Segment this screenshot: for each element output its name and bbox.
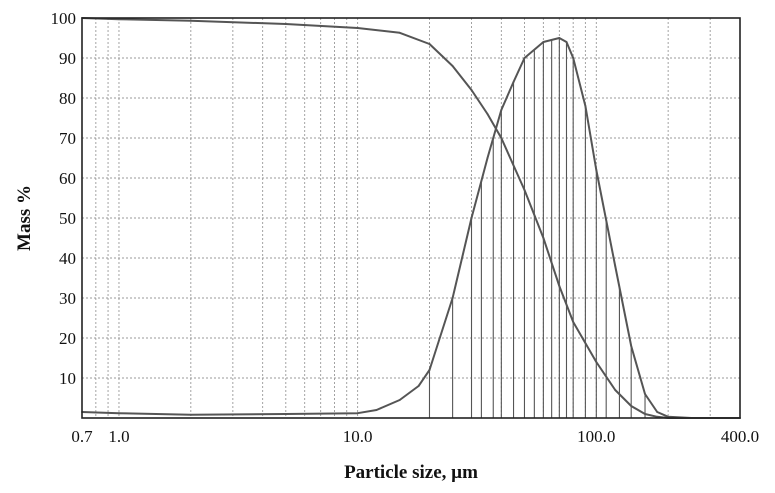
x-tick-labels: 0.7 1.0 10.0 100.0 400.0 [71, 427, 759, 446]
cumulative-point [470, 89, 473, 91]
frequency-point [417, 385, 420, 387]
drop-lines [428, 38, 646, 418]
cumulative-point [428, 43, 431, 45]
x-tick-label: 400.0 [721, 427, 759, 446]
y-tick-label: 40 [59, 249, 76, 268]
plot-frame [81, 17, 741, 419]
cumulative-point [398, 31, 401, 34]
y-tick-label: 100 [51, 9, 77, 28]
frequency-point [656, 411, 659, 413]
x-tick-label: 100.0 [577, 427, 615, 446]
cumulative-point [630, 405, 633, 407]
frequency-point [558, 37, 561, 39]
y-tick-label: 60 [59, 169, 76, 188]
frequency-point [284, 413, 287, 415]
y-tick-labels: 10 20 30 40 50 60 70 80 90 100 [51, 9, 77, 388]
frequency-point [428, 369, 431, 371]
frequency-curve [81, 37, 740, 419]
frequency-point [572, 57, 575, 59]
frequency-point [398, 399, 401, 401]
x-axis-title: Particle size, µm [344, 462, 478, 483]
cumulative-point [523, 189, 526, 191]
y-tick-label: 90 [59, 49, 76, 68]
x-tick-label: 1.0 [108, 427, 129, 446]
grid-layer [81, 17, 741, 418]
y-axis-title: Mass % [14, 185, 35, 251]
frequency-point [118, 412, 120, 415]
cumulative-point [572, 321, 575, 323]
y-tick-label: 80 [59, 89, 76, 108]
frequency-point [595, 169, 598, 171]
frequency-point [644, 393, 646, 395]
frequency-point [565, 41, 568, 43]
y-tick-label: 50 [59, 209, 76, 228]
frequency-point [189, 413, 192, 416]
y-tick-label: 30 [59, 289, 76, 308]
y-tick-label: 70 [59, 129, 76, 148]
frequency-point [584, 105, 587, 107]
cumulative-point [189, 19, 192, 22]
cumulative-point [486, 113, 489, 115]
frequency-point [630, 345, 633, 347]
frequency-point [451, 297, 454, 299]
cumulative-point [356, 27, 359, 29]
cumulative-point [500, 137, 503, 139]
frequency-point [375, 409, 378, 411]
y-tick-label: 20 [59, 329, 76, 348]
frequency-point [486, 157, 489, 159]
y-tick-label: 10 [59, 369, 76, 388]
cumulative-point [451, 65, 454, 67]
x-tick-label: 0.7 [71, 427, 93, 446]
cumulative-point [595, 361, 598, 363]
frequency-point [512, 81, 515, 83]
cumulative-point [284, 23, 287, 25]
cumulative-point [614, 389, 617, 391]
frequency-point [542, 41, 545, 43]
frequency-point [356, 412, 359, 415]
frequency-point [614, 265, 617, 267]
frequency-point [470, 217, 473, 219]
cumulative-point [644, 413, 646, 415]
cumulative-point [558, 285, 561, 287]
x-tick-label: 10.0 [343, 427, 373, 446]
frequency-point [500, 109, 503, 111]
frequency-point [523, 57, 526, 59]
series-layer [81, 17, 741, 419]
cumulative-point [542, 237, 545, 239]
